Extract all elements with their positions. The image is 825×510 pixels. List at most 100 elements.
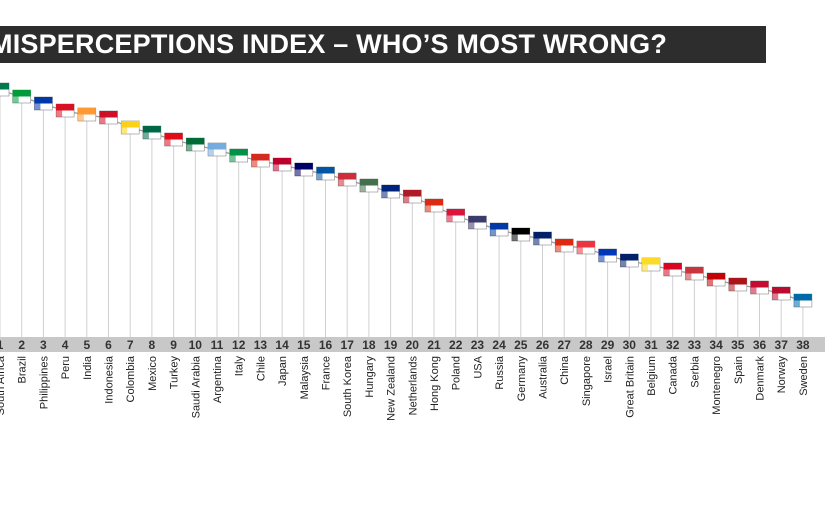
rank-label: 9 [170, 338, 177, 352]
data-point-flag [12, 89, 31, 104]
country-label: Belgium [646, 356, 658, 396]
country-label: Serbia [689, 355, 701, 388]
rank-label: 28 [579, 338, 593, 352]
data-point-flag [533, 231, 552, 246]
data-point-flag [142, 125, 162, 140]
chart-title: MISPERCEPTIONS INDEX – WHO’S MOST WRONG? [0, 26, 766, 63]
country-label: Turkey [169, 356, 181, 390]
country-label: Argentina [212, 355, 224, 403]
rank-label: 29 [601, 338, 615, 352]
data-point-flag [359, 178, 379, 193]
data-point-flag [424, 198, 444, 213]
rank-label: 7 [127, 338, 134, 352]
country-label: France [321, 356, 333, 390]
data-point-flag [164, 132, 183, 147]
rank-label: 23 [471, 338, 485, 352]
data-point-flag [663, 262, 683, 277]
rank-band [0, 337, 825, 352]
data-point-flag [771, 286, 791, 301]
data-point-flag [489, 222, 509, 237]
rank-label: 36 [753, 338, 767, 352]
rank-label: 20 [406, 338, 420, 352]
rank-label: 25 [514, 338, 528, 352]
rank-label: 3 [40, 338, 47, 352]
data-point-flag [207, 142, 227, 157]
country-label: New Zealand [386, 356, 398, 421]
country-label: Brazil [17, 356, 29, 384]
data-point-flag [511, 227, 531, 242]
data-point-flag [272, 157, 292, 172]
rank-label: 24 [492, 338, 506, 352]
rank-label: 8 [149, 338, 156, 352]
country-label: Indonesia [104, 355, 116, 404]
country-label: Montenegro [711, 356, 723, 415]
data-point-flag [34, 96, 53, 111]
country-label: Singapore [581, 356, 593, 406]
rank-label: 15 [297, 338, 311, 352]
data-point-flag [120, 120, 140, 135]
data-point-flag [554, 238, 574, 253]
country-label: Malaysia [299, 355, 311, 399]
data-point-flag [446, 208, 466, 223]
data-point-flag [750, 280, 769, 295]
country-label: Israel [603, 356, 615, 383]
rank-label: 31 [644, 338, 658, 352]
country-label: Germany [516, 356, 528, 402]
country-label: Saudi Arabia [190, 355, 202, 418]
data-point-flag [77, 107, 97, 122]
country-label: China [559, 355, 571, 385]
rank-label: 35 [731, 338, 745, 352]
rank-label: 17 [341, 338, 355, 352]
rank-label: 10 [189, 338, 203, 352]
country-label: Sweden [798, 356, 810, 396]
rank-label: 21 [427, 338, 441, 352]
data-point-flag [0, 82, 10, 97]
rank-label: 14 [275, 338, 289, 352]
country-label: Chile [255, 356, 267, 381]
data-point-flag [381, 184, 400, 199]
data-point-flag [706, 272, 726, 287]
rank-label: 1 [0, 338, 4, 352]
country-label: India [82, 355, 94, 380]
series-line [0, 89, 804, 302]
data-point-flag [251, 153, 270, 168]
data-point-flag [598, 248, 617, 263]
data-point-flag [685, 266, 704, 281]
rank-label: 13 [254, 338, 268, 352]
data-point-flag [229, 148, 248, 163]
data-point-flag [641, 257, 661, 272]
rank-label: 34 [709, 338, 723, 352]
country-label: South Korea [342, 355, 354, 417]
country-label: Canada [668, 355, 680, 394]
country-label: Mexico [147, 356, 159, 391]
data-point-flag [186, 137, 205, 152]
country-label: Philippines [38, 356, 50, 410]
rank-label: 12 [232, 338, 246, 352]
country-label: Denmark [755, 356, 767, 401]
country-label: Colombia [125, 355, 137, 402]
rank-label: 5 [83, 338, 90, 352]
rank-label: 18 [362, 338, 376, 352]
rank-label: 2 [18, 338, 25, 352]
country-label: Spain [733, 356, 745, 384]
rank-label: 33 [688, 338, 702, 352]
rank-label: 37 [775, 338, 789, 352]
country-label: South Africa [0, 355, 7, 415]
country-label: Hong Kong [429, 356, 441, 411]
country-label: Japan [277, 356, 289, 386]
data-point-flag [793, 293, 813, 308]
rank-label: 32 [666, 338, 680, 352]
chart-title-text: MISPERCEPTIONS INDEX – WHO’S MOST WRONG? [0, 29, 668, 59]
data-point-flag [316, 166, 335, 181]
data-point-flag [99, 110, 118, 125]
rank-label: 6 [105, 338, 112, 352]
country-label: Peru [60, 356, 72, 379]
rank-label: 4 [62, 338, 69, 352]
country-label: Great Britain [624, 356, 636, 418]
data-point-flag [468, 215, 487, 230]
rank-label: 19 [384, 338, 398, 352]
country-label: Netherlands [407, 356, 419, 416]
rank-label: 26 [536, 338, 550, 352]
data-point-flag [619, 253, 639, 268]
